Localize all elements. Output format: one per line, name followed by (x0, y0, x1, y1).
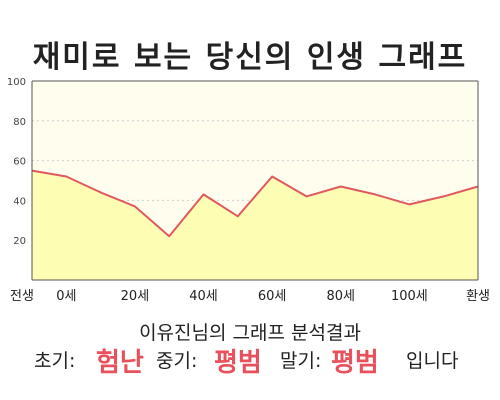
early-value: 험난 (96, 348, 144, 378)
y-tick-label: 80 (13, 117, 26, 128)
y-tick-labels: 20 40 60 80 100 (7, 77, 26, 247)
y-tick-label: 20 (13, 236, 26, 247)
x-tick-label: 100세 (391, 289, 428, 304)
analysis-heading: 이유진님의 그래프 분석결과 (139, 322, 361, 344)
page-title: 재미로 보는 당신의 인생 그래프 (32, 40, 468, 75)
x-tick-label: 전생 (10, 289, 34, 304)
axes (31, 80, 479, 281)
life-series-line (31, 169, 479, 238)
x-tick-label: 60세 (258, 289, 287, 304)
life-area-fill (32, 170, 478, 280)
x-tick-label: 20세 (121, 289, 150, 304)
mid-value: 평범 (214, 348, 262, 378)
x-tick-label: 0세 (56, 289, 76, 304)
y-tick-label: 60 (13, 157, 26, 168)
x-tick-label: 환생 (466, 289, 490, 304)
y-tick-label: 100 (7, 77, 26, 88)
result-ending: 입니다 (406, 350, 459, 372)
mid-label: 중기: (156, 350, 198, 372)
y-tick-label: 40 (13, 196, 26, 207)
x-tick-label: 80세 (327, 289, 356, 304)
late-value: 평범 (331, 348, 379, 378)
x-tick-label: 40세 (189, 289, 218, 304)
late-label: 말기: (280, 350, 322, 372)
x-tick-labels: 전생 0세 20세 40세 60세 80세 100세 환생 (10, 289, 490, 304)
early-label: 초기: (34, 350, 76, 372)
